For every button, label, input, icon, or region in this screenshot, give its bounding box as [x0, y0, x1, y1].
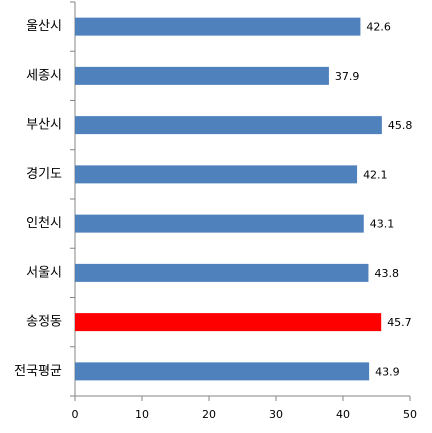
- value-label: 43.8: [374, 267, 399, 280]
- y-tick-label: 경기도: [26, 167, 62, 182]
- bar: [75, 362, 370, 381]
- y-tick-label: 서울시: [26, 265, 62, 280]
- x-tick-label: 30: [269, 408, 283, 421]
- value-label: 45.7: [387, 316, 412, 329]
- y-tick-label: 울산시: [26, 19, 62, 34]
- y-tick-label: 인천시: [26, 216, 62, 231]
- x-tick-label: 0: [72, 408, 79, 421]
- value-label: 37.9: [335, 70, 360, 83]
- value-label: 42.1: [363, 168, 388, 181]
- bar: [75, 165, 358, 184]
- bar: [75, 66, 329, 85]
- y-tick-label: 부산시: [26, 118, 62, 133]
- bar: [75, 313, 382, 332]
- value-label: 42.6: [366, 21, 391, 34]
- bar: [75, 263, 369, 282]
- bar: [75, 116, 382, 135]
- x-tick-label: 10: [135, 408, 149, 421]
- y-tick-label: 송정동: [26, 315, 62, 330]
- value-label: 43.9: [375, 365, 400, 378]
- y-tick-label: 전국평균: [14, 364, 62, 379]
- x-tick-label: 20: [202, 408, 216, 421]
- value-label: 45.8: [388, 119, 413, 132]
- y-tick-label: 세종시: [26, 68, 62, 83]
- bar: [75, 17, 361, 36]
- value-label: 43.1: [370, 218, 395, 231]
- x-tick-label: 40: [336, 408, 350, 421]
- bar: [75, 214, 364, 233]
- x-tick-label: 50: [403, 408, 417, 421]
